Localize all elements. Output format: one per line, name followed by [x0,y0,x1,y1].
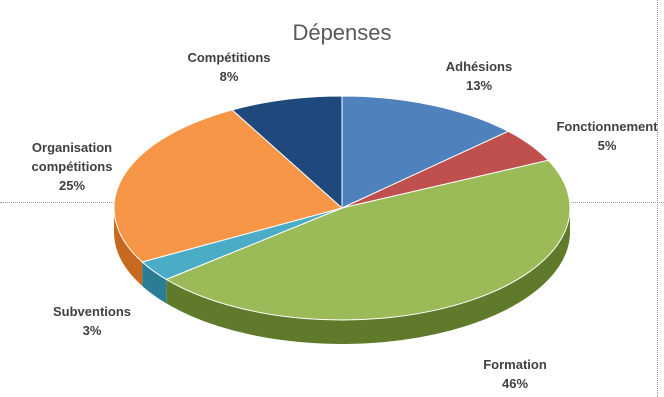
pie-slices [113,95,571,321]
label-subventions: Subventions 3% [53,304,131,338]
label-adhesions: Adhésions 13% [446,59,512,93]
label-competitions: Compétitions 8% [187,50,270,84]
label-organisation-competitions: Organisation compétitions 25% [32,140,113,193]
label-fonctionnement: Fonctionnement 5% [556,119,658,153]
slice-competitions [231,95,343,210]
slice-formation [165,159,571,321]
slice-side-subventions [142,261,167,304]
label-formation: Formation 46% [483,357,547,391]
data-labels: Adhésions 13% Fonctionnement 5% Formation 46%… [32,50,659,391]
slice-side-formation [166,208,570,344]
slice-organisation-competitions [113,109,344,263]
guide-line-vertical [657,0,658,397]
chart-title: Dépenses [292,20,391,45]
slice-adhesions [341,95,510,209]
